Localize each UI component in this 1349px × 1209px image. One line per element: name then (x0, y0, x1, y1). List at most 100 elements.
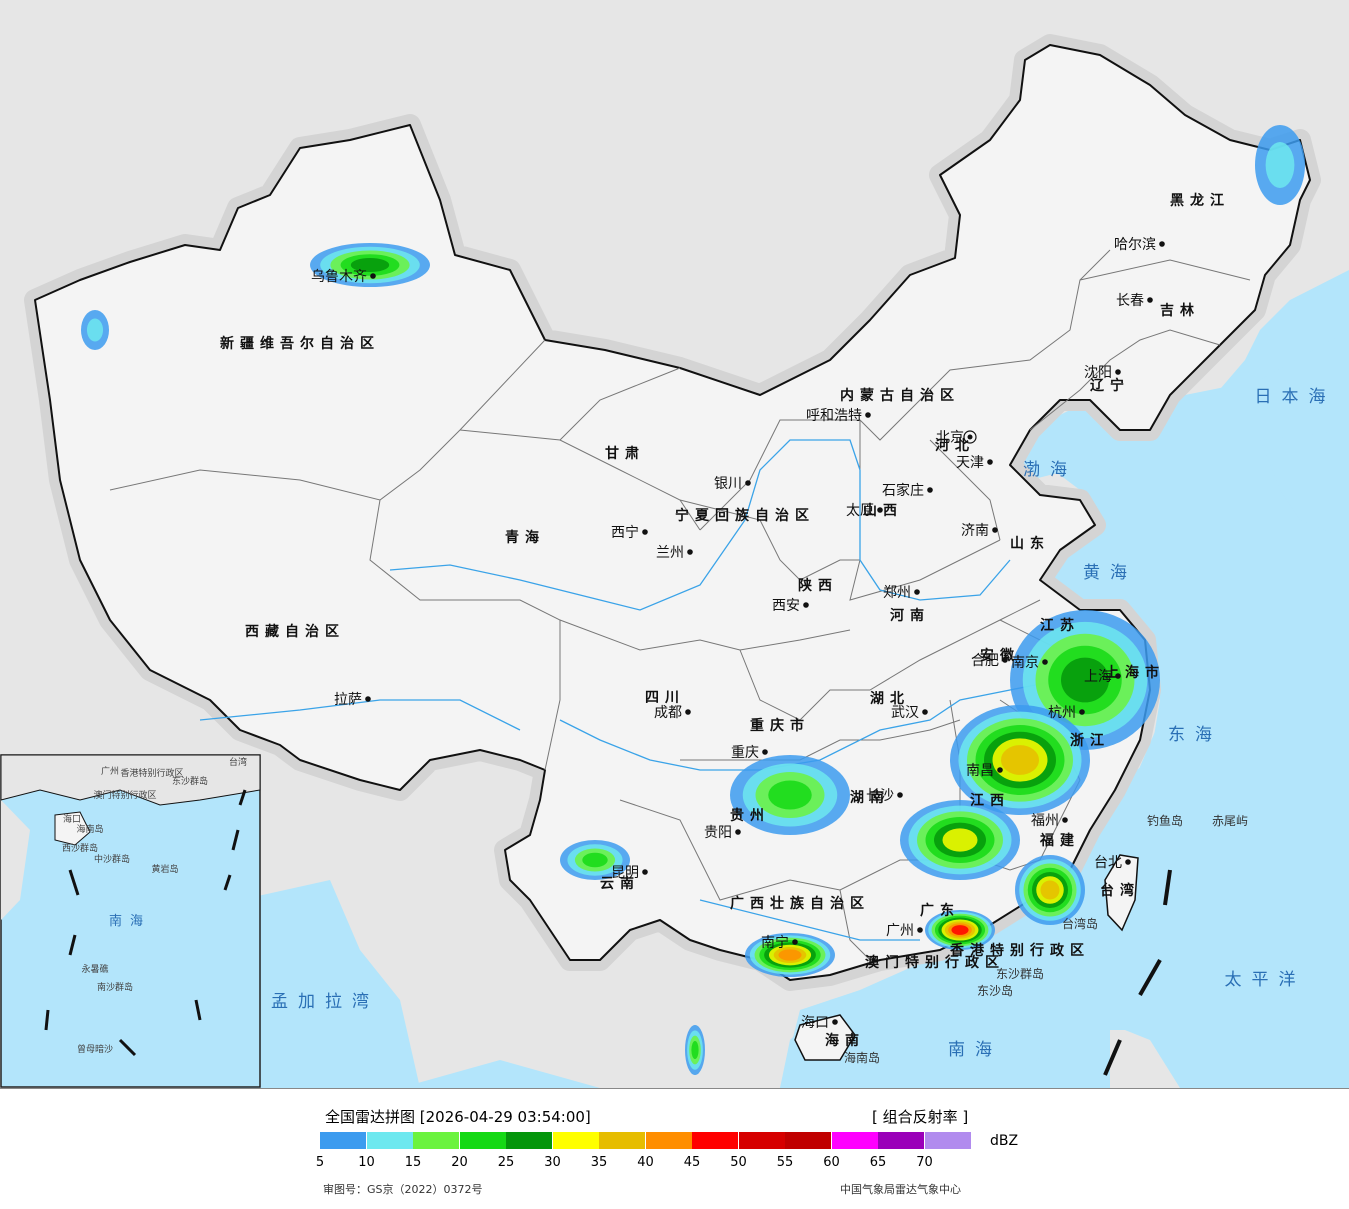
city-marker (803, 602, 809, 608)
inset-label: 澳门特别行政区 (93, 789, 156, 801)
city-marker (1159, 241, 1165, 247)
city-label: 昆明 (611, 865, 639, 881)
city-marker (1042, 659, 1048, 665)
city-label: 沈阳 (1084, 365, 1112, 381)
city-label: 福州 (1031, 813, 1059, 829)
inset-label: 南沙群岛 (97, 981, 133, 993)
scale-tick: 10 (358, 1155, 375, 1170)
city-marker (914, 589, 920, 595)
scale-tick: 40 (637, 1155, 654, 1170)
scale-tick: 30 (544, 1155, 561, 1170)
city-label: 北京 (936, 430, 964, 446)
city-marker (927, 487, 933, 493)
color-swatch (366, 1132, 413, 1149)
island-label: 钓鱼岛 (1147, 813, 1183, 828)
city-marker (1062, 817, 1068, 823)
sea-label: 渤海 (1023, 460, 1077, 480)
city-label: 拉萨 (334, 692, 362, 708)
radar-echo-layer (81, 125, 1305, 1075)
color-swatch (459, 1132, 506, 1149)
province-label-shanghai: 上海市 (1105, 664, 1165, 681)
city-label: 重庆 (731, 745, 759, 761)
province-label-ningxia: 宁夏回族自治区 (675, 507, 815, 524)
city-marker (685, 709, 691, 715)
scale-tick: 45 (683, 1155, 701, 1170)
hainan-island (794, 1014, 856, 1061)
city-marker (792, 939, 798, 945)
city-label: 郑州 (883, 585, 911, 601)
color-swatch (645, 1132, 692, 1149)
inset-label: 中沙群岛 (94, 853, 130, 865)
scale-tick: 20 (451, 1155, 468, 1170)
city-marker (642, 869, 648, 875)
city-label: 西安 (772, 598, 800, 614)
city-label: 南京 (1011, 655, 1039, 671)
south-china-sea-inset (0, 754, 261, 1088)
unit-label: dBZ (990, 1133, 1019, 1149)
province-label-guangxi: 广西壮族自治区 (730, 895, 870, 912)
city-marker (967, 434, 973, 440)
approval-number: 审图号：GS京（2022）0372号 (323, 1183, 483, 1196)
province-label-hubei: 湖北 (870, 691, 910, 707)
city-marker (762, 749, 768, 755)
city-marker (687, 549, 693, 555)
province-label-guangdong: 广东 (920, 902, 960, 919)
inset-label: 黄岩岛 (151, 863, 178, 875)
inset-label: 海南岛 (76, 823, 103, 835)
color-swatch (506, 1132, 552, 1149)
color-swatch (552, 1132, 599, 1149)
city-label: 成都 (654, 705, 682, 721)
scale-tick: 65 (869, 1155, 887, 1170)
city-marker (917, 927, 923, 933)
sea-label: 太平洋 (1225, 970, 1306, 990)
color-swatch (692, 1132, 738, 1149)
radar-map: 新疆维吾尔自治区 西藏自治区 青海 甘肃 内蒙古自治区 黑龙江 吉林 辽宁 河北 山西 山东 河南 陕西… (0, 0, 1349, 1088)
inset-label: 永暑礁 (81, 963, 108, 975)
scale-tick: 55 (776, 1155, 794, 1170)
province-label-gansu: 甘肃 (605, 445, 645, 462)
color-swatch (413, 1132, 459, 1149)
province-label-jiangxi: 江西 (970, 792, 1010, 809)
province-label-taiwan: 台湾 (1100, 882, 1140, 899)
province-label-yunnan: 云南 (600, 875, 640, 892)
city-label: 济南 (961, 523, 989, 539)
city-marker (1125, 859, 1131, 865)
maritime-boundary (1103, 869, 1172, 1076)
color-swatch (320, 1132, 366, 1149)
radar-echo (778, 949, 802, 961)
sea-areas (210, 330, 1349, 1088)
radar-echo (691, 1040, 699, 1060)
color-swatch (831, 1132, 878, 1149)
city-label: 银川 (714, 476, 742, 492)
province-label-jilin: 吉林 (1160, 302, 1200, 319)
color-swatch (878, 1132, 924, 1149)
city-marker (1115, 369, 1121, 375)
scale-tick: 70 (916, 1155, 933, 1170)
city-marker (1115, 673, 1121, 679)
city-marker (897, 792, 903, 798)
city-label: 兰州 (656, 545, 684, 561)
radar-echo (582, 852, 608, 868)
scale-tick: 35 (590, 1155, 608, 1170)
city-label: 杭州 (1048, 705, 1076, 721)
sea-label: 孟加拉湾 (271, 992, 379, 1012)
inset-label: 东沙群岛 (172, 775, 208, 787)
radar-echo (1001, 745, 1039, 775)
inset-label: 海口 (63, 813, 81, 825)
province-label-hainan: 海南 (825, 1032, 865, 1049)
sea-label: 南海 (948, 1040, 1002, 1060)
province-label-zhejiang: 浙江 (1070, 732, 1110, 749)
inset-label: 西沙群岛 (62, 842, 98, 854)
province-label-henan: 河南 (890, 607, 930, 624)
city-label: 合肥 (971, 653, 999, 669)
province-label-chongqing: 重庆市 (750, 717, 810, 734)
province-label-xinjiang: 新疆维吾尔自治区 (220, 335, 380, 352)
city-label: 武汉 (891, 705, 919, 721)
province-label-neimenggu: 内蒙古自治区 (840, 387, 960, 404)
city-marker (997, 767, 1003, 773)
mosaic-title: 全国雷达拼图 [2026-04-29 03:54:00] (325, 1108, 591, 1126)
color-swatch (785, 1132, 831, 1149)
city-label: 太原 (846, 503, 874, 519)
province-label-shaanxi: 陕西 (798, 577, 838, 594)
radar-echo (951, 925, 969, 935)
